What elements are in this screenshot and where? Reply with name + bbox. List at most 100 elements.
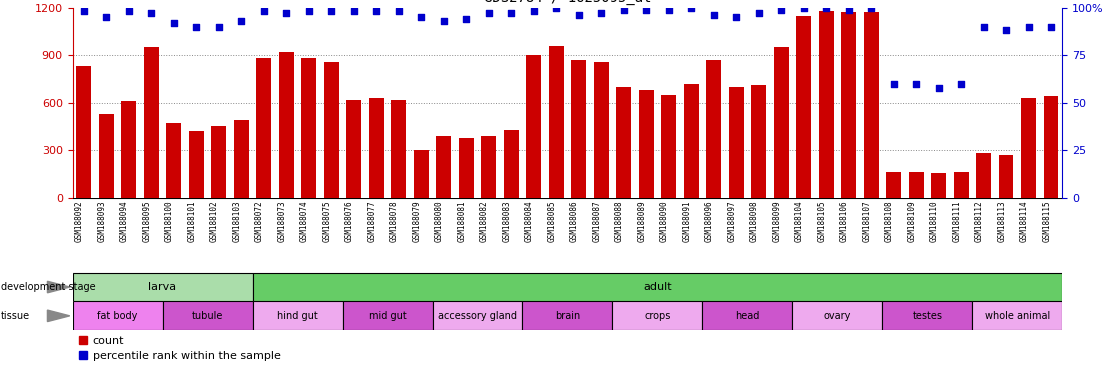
Text: GSM188085: GSM188085 [547,200,556,242]
Text: GSM188076: GSM188076 [345,200,354,242]
Bar [684,84,699,198]
Text: mid gut: mid gut [368,311,406,321]
Bar [301,58,316,198]
Point [615,7,633,13]
Bar [279,52,294,198]
Text: brain: brain [555,311,580,321]
Text: GSM188096: GSM188096 [704,200,714,242]
Point [254,8,272,15]
Point [637,7,655,13]
Bar [1021,98,1036,198]
Text: GSM188106: GSM188106 [839,200,848,242]
Point [97,14,115,20]
Point [907,81,925,87]
Text: GSM188082: GSM188082 [480,200,489,242]
Text: GSM188088: GSM188088 [615,200,624,242]
Point [570,12,588,18]
Bar [908,172,924,198]
Point [187,24,205,30]
Point [143,10,161,17]
Text: GSM188083: GSM188083 [502,200,511,242]
Bar [616,87,631,198]
Point [930,84,947,91]
Bar [73,273,252,301]
Point [885,81,903,87]
Bar [841,12,856,198]
Bar [954,172,969,198]
Text: GSM188103: GSM188103 [232,200,241,242]
Text: GSM188073: GSM188073 [277,200,287,242]
Bar [189,131,203,198]
Bar [252,273,1062,301]
Text: GSM188112: GSM188112 [974,200,983,242]
Text: GSM188080: GSM188080 [435,200,444,242]
Point [367,8,385,15]
Bar [122,101,136,198]
Bar [324,61,338,198]
Text: GSM188094: GSM188094 [119,200,128,242]
Text: GSM188092: GSM188092 [75,200,84,242]
Bar [932,173,946,198]
Polygon shape [47,310,69,322]
Point [1020,24,1038,30]
Bar [257,58,271,198]
Point [119,8,137,15]
Text: GSM188097: GSM188097 [728,200,737,242]
Bar [459,137,473,198]
Point [458,16,475,22]
Text: GSM188074: GSM188074 [300,200,309,242]
Text: GSM188110: GSM188110 [930,200,939,242]
Bar [571,60,586,198]
Point [863,5,881,11]
Point [345,8,363,15]
Bar [252,301,343,330]
Point [232,18,250,24]
Point [502,10,520,17]
Text: GSM188089: GSM188089 [637,200,646,242]
Text: crops: crops [644,311,671,321]
Point [75,8,93,15]
Text: GSM188091: GSM188091 [682,200,691,242]
Bar [706,60,721,198]
Bar [639,90,654,198]
Bar [73,301,163,330]
Bar [211,126,227,198]
Bar [414,150,429,198]
Text: tissue: tissue [1,311,30,321]
Bar [163,301,252,330]
Legend: count, percentile rank within the sample: count, percentile rank within the sample [78,336,280,361]
Title: GDS2784 / 1625095_at: GDS2784 / 1625095_at [483,0,652,5]
Point [278,10,296,17]
Text: GSM188079: GSM188079 [412,200,421,242]
Bar [797,16,811,198]
Point [480,10,498,17]
Text: GSM188095: GSM188095 [142,200,152,242]
Text: adult: adult [643,282,672,292]
Text: accessory gland: accessory gland [437,311,517,321]
Bar [433,301,522,330]
Bar [819,11,834,198]
Text: GSM188081: GSM188081 [458,200,466,242]
Point [728,14,745,20]
Text: hind gut: hind gut [277,311,318,321]
Bar [883,301,972,330]
Bar [99,114,114,198]
Point [750,10,768,17]
Text: GSM188093: GSM188093 [97,200,106,242]
Point [817,5,835,11]
Bar [976,153,991,198]
Bar [594,61,608,198]
Point [300,8,318,15]
Point [412,14,430,20]
Bar [77,66,92,198]
Bar [166,123,181,198]
Text: GSM188084: GSM188084 [525,200,533,242]
Text: tubule: tubule [192,311,223,321]
Text: head: head [735,311,760,321]
Point [660,7,677,13]
Bar [751,85,766,198]
Point [525,8,542,15]
Bar [527,55,541,198]
Text: GSM188075: GSM188075 [323,200,331,242]
Text: testes: testes [913,311,942,321]
